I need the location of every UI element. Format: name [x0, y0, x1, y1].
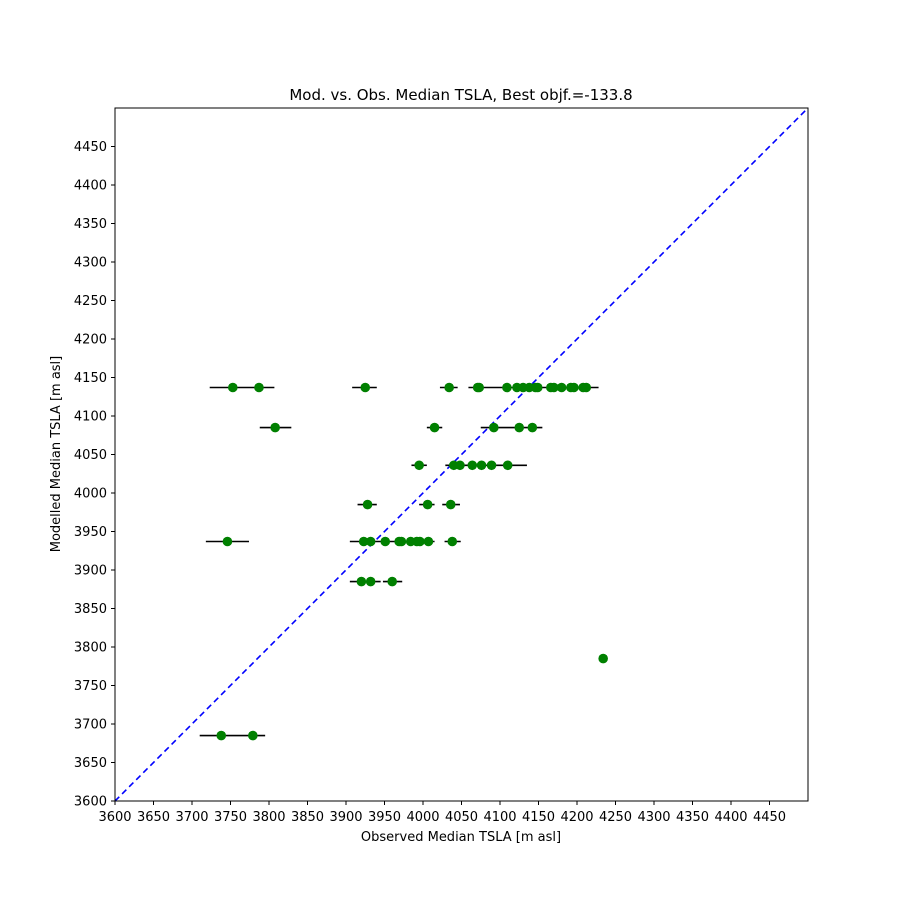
y-tick-label-11: 4150: [74, 371, 107, 386]
y-tick-label-3: 3750: [74, 679, 107, 694]
y-tick-label-8: 4000: [74, 487, 107, 502]
data-point-39: [396, 536, 407, 547]
y-tick-label-5: 3850: [74, 602, 107, 617]
data-point-5: [474, 382, 485, 393]
data-point-37: [380, 536, 391, 547]
plot-area: 3600 3650 3700 3750 3800 3850 3900 3950 4000 4050…: [74, 107, 809, 825]
reference-line: [114, 107, 809, 802]
data-point-22: [514, 422, 525, 433]
data-point-45: [356, 576, 367, 587]
data-point-13: [549, 382, 559, 393]
y-tick-label-16: 4400: [74, 179, 107, 194]
data-point-50: [248, 730, 258, 741]
y-tick-label-15: 4350: [74, 217, 107, 232]
y-tick-label-10: 4100: [74, 410, 107, 425]
data-point-36: [365, 536, 376, 547]
x-tick-label-3: 3750: [214, 810, 247, 825]
data-point-33: [445, 499, 456, 510]
y-tick-label-2: 3700: [74, 718, 107, 733]
data-point-26: [455, 460, 465, 471]
y-tick-label-4: 3800: [74, 641, 107, 656]
x-tick-label-17: 4450: [753, 810, 786, 825]
data-point-30: [502, 460, 513, 471]
x-tick-label-14: 4300: [637, 810, 670, 825]
data-point-42: [415, 536, 425, 547]
data-point-27: [467, 460, 478, 471]
y-tick-label-6: 3900: [74, 564, 107, 579]
data-point-11: [532, 382, 543, 393]
data-point-32: [422, 499, 433, 510]
y-tick-label-17: 4450: [74, 140, 107, 155]
x-axis-title: Observed Median TSLA [m asl]: [361, 830, 561, 845]
data-point-34: [222, 536, 233, 547]
x-tick-label-16: 4400: [714, 810, 747, 825]
data-point-29: [486, 460, 497, 471]
x-tick-label-0: 3600: [98, 810, 131, 825]
data-point-31: [362, 499, 373, 510]
y-tick-label-9: 4050: [74, 448, 107, 463]
data-point-20: [429, 422, 440, 433]
data-point-28: [476, 460, 487, 471]
data-point-0: [228, 382, 238, 393]
y-tick-label-12: 4200: [74, 333, 107, 348]
data-point-24: [414, 460, 424, 471]
y-tick-label-1: 3650: [74, 756, 107, 771]
y-axis-title: Modelled Median TSLA [m asl]: [49, 356, 64, 553]
x-tick-label-9: 4050: [445, 810, 478, 825]
x-tick-label-15: 4350: [676, 810, 709, 825]
data-point-23: [527, 422, 538, 433]
data-point-21: [489, 422, 499, 433]
x-tick-label-6: 3900: [329, 810, 362, 825]
data-point-6: [502, 382, 512, 393]
x-tick-label-8: 4000: [406, 810, 439, 825]
data-point-14: [556, 382, 567, 393]
data-point-48: [598, 653, 608, 664]
x-tick-label-2: 3700: [175, 810, 208, 825]
x-tick-label-1: 3650: [137, 810, 170, 825]
y-tick-label-14: 4300: [74, 256, 107, 271]
x-tick-label-12: 4200: [560, 810, 593, 825]
data-point-35: [358, 536, 369, 547]
y-tick-label-13: 4250: [74, 294, 107, 309]
data-point-1: [254, 382, 264, 393]
chart-title: Mod. vs. Obs. Median TSLA, Best objf.=-1…: [289, 86, 632, 104]
x-tick-label-5: 3850: [291, 810, 324, 825]
data-point-43: [423, 536, 434, 547]
x-tick-label-10: 4100: [483, 810, 516, 825]
data-point-18: [581, 382, 592, 393]
data-point-46: [365, 576, 376, 587]
data-point-3: [444, 382, 454, 393]
y-tick-label-7: 3950: [74, 525, 107, 540]
x-tick-label-11: 4150: [522, 810, 555, 825]
y-tick-label-0: 3600: [74, 795, 107, 810]
data-point-19: [270, 422, 280, 433]
data-point-2: [360, 382, 371, 393]
x-tick-label-4: 3800: [252, 810, 285, 825]
data-point-16: [569, 382, 579, 393]
data-point-49: [216, 730, 227, 741]
data-point-44: [447, 536, 458, 547]
data-point-47: [387, 576, 398, 587]
x-tick-label-13: 4250: [599, 810, 632, 825]
x-tick-label-7: 3950: [368, 810, 401, 825]
